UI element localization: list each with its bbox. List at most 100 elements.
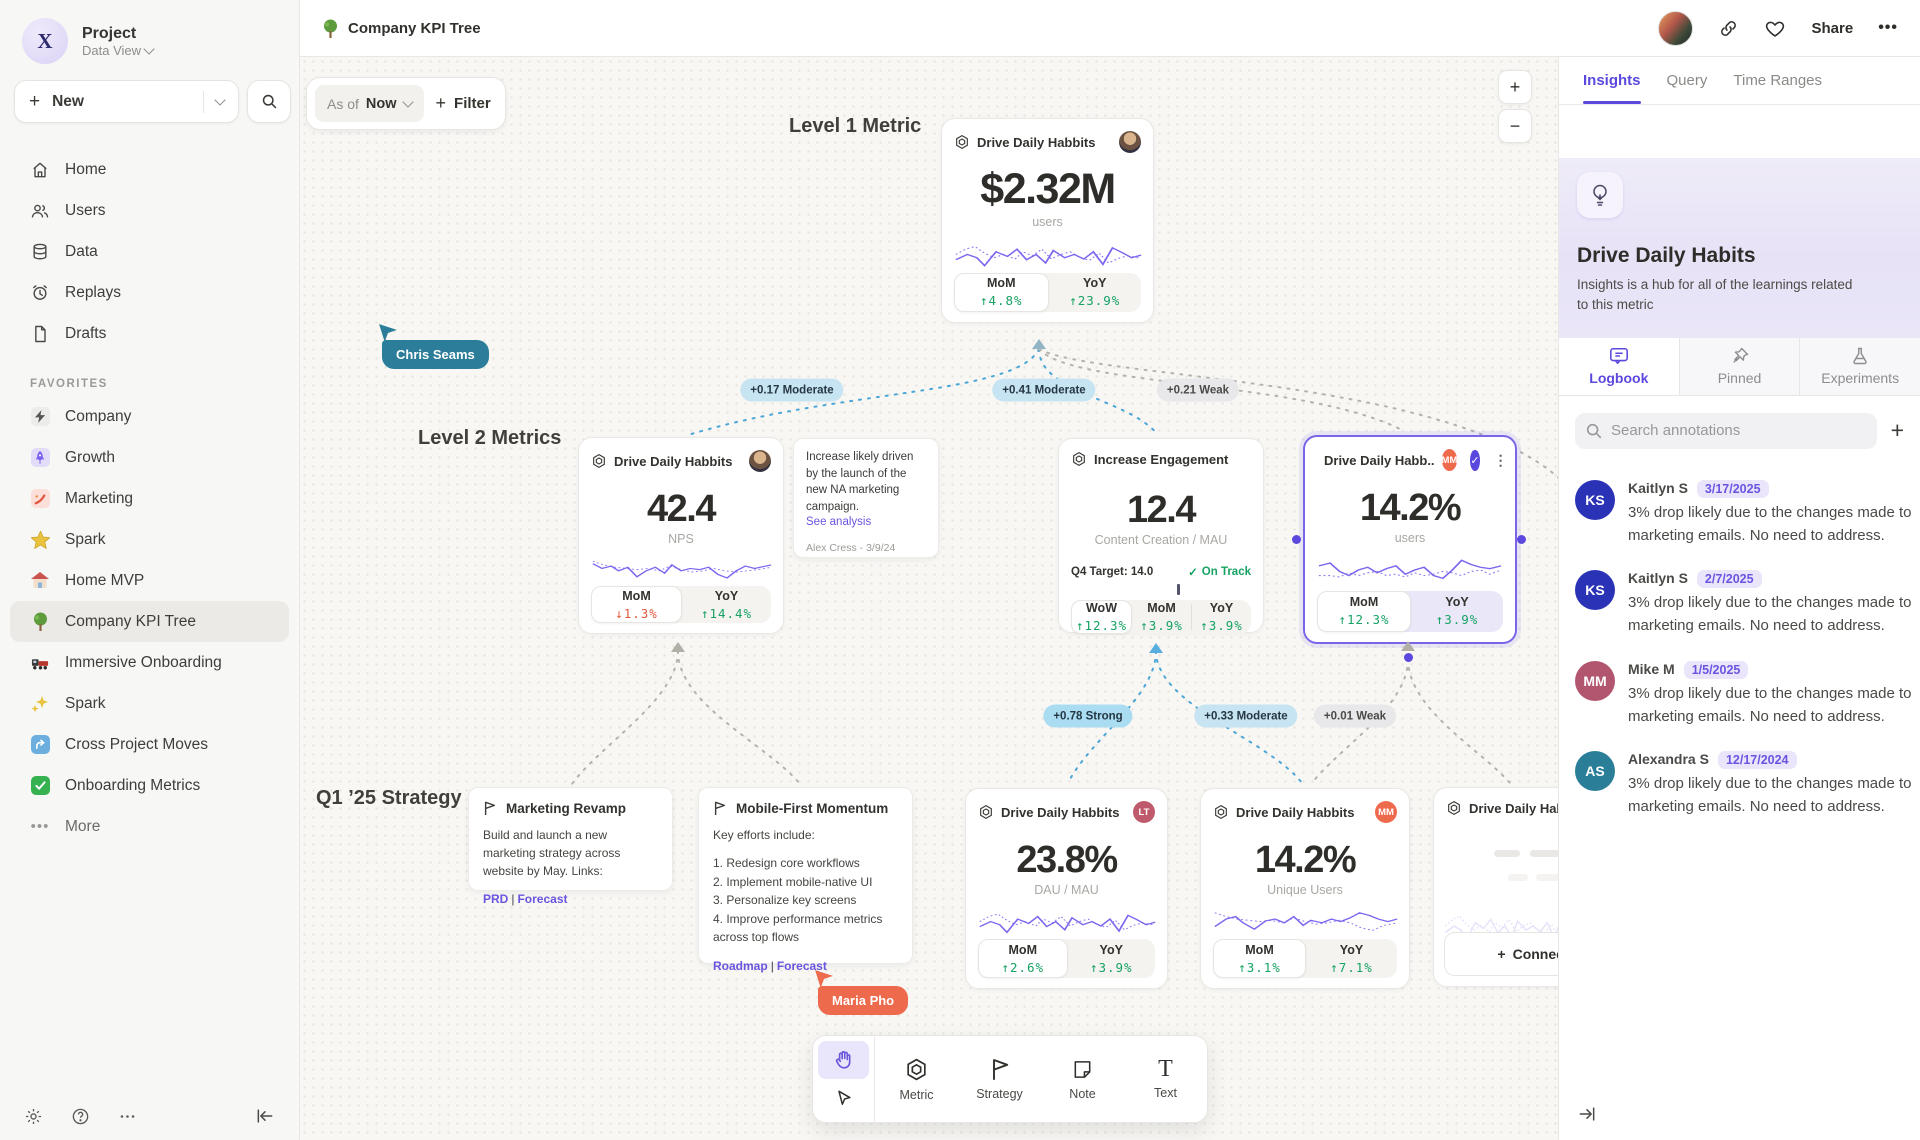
correlation-chip[interactable]: +0.01 Weak (1313, 704, 1397, 728)
kebab-menu-icon[interactable]: ⋮ (1493, 451, 1508, 468)
settings-gear-icon[interactable] (24, 1107, 43, 1126)
sidebar-item-label: Company KPI Tree (65, 612, 196, 630)
sidebar-item-cross-project-moves[interactable]: Cross Project Moves (10, 724, 289, 765)
sidebar-item-spark-2[interactable]: Spark (10, 683, 289, 724)
metric-card-drive-daily-habbits-dau[interactable]: Drive Daily Habbits LT 23.8% DAU / MAU M… (965, 788, 1168, 989)
collapse-sidebar-icon[interactable] (255, 1106, 275, 1126)
stat-mom[interactable]: MoM ↑3.1% (1213, 939, 1306, 978)
user-avatar[interactable] (1658, 10, 1694, 46)
sidebar-item-company[interactable]: Company (10, 396, 289, 437)
subtab-pinned[interactable]: Pinned (1678, 337, 1800, 395)
forecast-link[interactable]: Forecast (517, 892, 568, 906)
kpi-tree-canvas[interactable]: As of Now + Filter + − Level 1 Metric Le… (300, 57, 1558, 1140)
sidebar-item-onboarding-metrics[interactable]: Onboarding Metrics (10, 765, 289, 806)
annotation-item[interactable]: AS Alexandra S 12/17/2024 3% drop likely … (1575, 751, 1912, 819)
sidebar-item-marketing[interactable]: Marketing (10, 478, 289, 519)
correlation-chip[interactable]: +0.33 Moderate (1194, 704, 1298, 728)
sidebar-item-more[interactable]: ••• More (10, 806, 289, 847)
hand-tool-button[interactable] (818, 1041, 869, 1079)
correlation-chip[interactable]: +0.17 Moderate (740, 378, 844, 402)
stat-yoy[interactable]: YoY ↑3.9% (1200, 601, 1243, 633)
annotation-item[interactable]: KS Kaitlyn S 3/17/2025 3% drop likely due… (1575, 479, 1912, 548)
metric-unit: NPS (668, 532, 694, 546)
metric-card-drive-daily-habbits-nps[interactable]: Drive Daily Habbits 42.4 NPS MoM ↓1.3% Y… (578, 437, 784, 634)
new-button[interactable]: + New (14, 80, 239, 123)
add-filter-button[interactable]: + Filter (436, 93, 491, 114)
add-annotation-button[interactable]: + (1890, 417, 1904, 443)
stat-mom[interactable]: MoM ↑2.6% (978, 939, 1068, 978)
note-tool-button[interactable]: Note (1041, 1036, 1124, 1122)
selection-handle[interactable] (1517, 535, 1526, 544)
strategy-tool-button[interactable]: Strategy (958, 1036, 1041, 1122)
favorite-heart-icon[interactable] (1764, 18, 1786, 39)
collapse-panel-icon[interactable] (1577, 1104, 1597, 1124)
correlation-chip[interactable]: +0.78 Strong (1043, 704, 1133, 728)
metric-card-drive-daily-habbits-unique[interactable]: Drive Daily Habbits MM 14.2% Unique User… (1200, 788, 1410, 989)
subtab-experiments[interactable]: Experiments (1799, 337, 1920, 395)
sidebar-item-home[interactable]: Home (0, 149, 299, 190)
see-analysis-link[interactable]: See analysis (806, 515, 872, 528)
selection-handle[interactable] (1292, 535, 1301, 544)
correlation-chip[interactable]: +0.21 Weak (1156, 378, 1240, 402)
metric-tool-button[interactable]: Metric (875, 1036, 958, 1122)
replay-clock-icon (30, 283, 50, 303)
zoom-out-button[interactable]: − (1498, 109, 1532, 143)
sidebar-item-data[interactable]: Data (0, 231, 299, 272)
canvas-filter-bar: As of Now + Filter (306, 77, 506, 130)
correlation-chip[interactable]: +0.41 Moderate (992, 378, 1096, 402)
help-icon[interactable] (71, 1107, 90, 1126)
stat-mom[interactable]: MoM ↓1.3% (591, 586, 682, 623)
stat-mom[interactable]: MoM ↑3.9% (1140, 601, 1183, 633)
stat-wow[interactable]: WoW ↑12.3% (1071, 600, 1132, 634)
sidebar-item-drafts[interactable]: Drafts (0, 313, 299, 354)
sidebar-item-home-mvp[interactable]: Home MVP (10, 560, 289, 601)
tab-insights[interactable]: Insights (1583, 57, 1641, 104)
project-switcher[interactable]: X Project Data View (0, 0, 299, 64)
stat-yoy[interactable]: YoY ↑7.1% (1330, 942, 1373, 975)
stat-mom[interactable]: MoM ↑4.8% (954, 272, 1049, 312)
sidebar-item-company-kpi-tree[interactable]: Company KPI Tree (10, 601, 289, 642)
copy-link-icon[interactable] (1718, 18, 1739, 39)
forecast-link[interactable]: Forecast (776, 958, 827, 973)
share-button[interactable]: Share (1811, 19, 1854, 37)
annotation-note[interactable]: Increase likely driven by the launch of … (793, 438, 939, 558)
more-options-icon[interactable]: ••• (1878, 19, 1898, 36)
avatar: KS (1575, 570, 1615, 610)
search-button[interactable] (247, 80, 291, 123)
tab-time-ranges[interactable]: Time Ranges (1733, 72, 1823, 89)
sidebar-item-spark[interactable]: Spark (10, 519, 289, 560)
sidebar-item-replays[interactable]: Replays (0, 272, 299, 313)
stat-yoy[interactable]: YoY ↑14.4% (700, 588, 753, 621)
more-options-icon[interactable] (118, 1107, 137, 1126)
annotation-item[interactable]: MM Mike M 1/5/2025 3% drop likely due to … (1575, 660, 1912, 729)
stat-yoy[interactable]: YoY ↑3.9% (1089, 942, 1133, 975)
metric-card-drive-daily-habbits-l1[interactable]: Drive Daily Habbits $2.32M users MoM ↑4.… (941, 118, 1154, 323)
subtab-logbook[interactable]: Logbook (1559, 337, 1679, 395)
chevron-down-icon[interactable] (214, 94, 226, 106)
stat-mom[interactable]: MoM ↑12.3% (1317, 590, 1411, 632)
roadmap-link[interactable]: Roadmap (713, 958, 768, 973)
metric-card-drive-daily-habbits-selected[interactable]: Drive Daily Habb.. MM ✓ ⋮ 14.2% users Mo… (1303, 435, 1517, 644)
annotation-item[interactable]: KS Kaitlyn S 2/7/2025 3% drop likely due … (1575, 570, 1912, 638)
connect-button[interactable]: + Connect (1444, 932, 1558, 976)
stat-yoy[interactable]: YoY ↑3.9% (1435, 595, 1479, 628)
text-tool-button[interactable]: T Text (1154, 1056, 1177, 1100)
strategy-card-mobile-first-momentum[interactable]: Mobile-First Momentum Key efforts includ… (698, 787, 913, 973)
metric-value: 23.8% (1016, 839, 1118, 881)
zoom-in-button[interactable]: + (1498, 70, 1532, 104)
strategy-card-marketing-revamp[interactable]: Marketing Revamp Build and launch a new … (468, 787, 673, 906)
text-icon: T (1158, 1056, 1173, 1082)
metric-card-increase-engagement[interactable]: Increase Engagement 12.4 Content Creatio… (1058, 438, 1264, 634)
more-icon: ••• (30, 818, 50, 835)
metric-card-partial[interactable]: Drive Daily Hab + Connect (1433, 787, 1558, 987)
selection-handle[interactable] (1404, 653, 1413, 662)
as-of-dropdown[interactable]: As of Now (315, 85, 424, 122)
search-annotations-input[interactable] (1575, 412, 1877, 449)
sidebar-item-growth[interactable]: Growth (10, 437, 289, 478)
select-tool-button[interactable] (818, 1079, 869, 1117)
prd-link[interactable]: PRD (483, 892, 509, 906)
stat-yoy[interactable]: YoY ↑23.9% (1069, 276, 1121, 309)
tab-query[interactable]: Query (1666, 72, 1708, 89)
sidebar-item-users[interactable]: Users (0, 190, 299, 231)
sidebar-item-immersive-onboarding[interactable]: Immersive Onboarding (10, 642, 289, 683)
